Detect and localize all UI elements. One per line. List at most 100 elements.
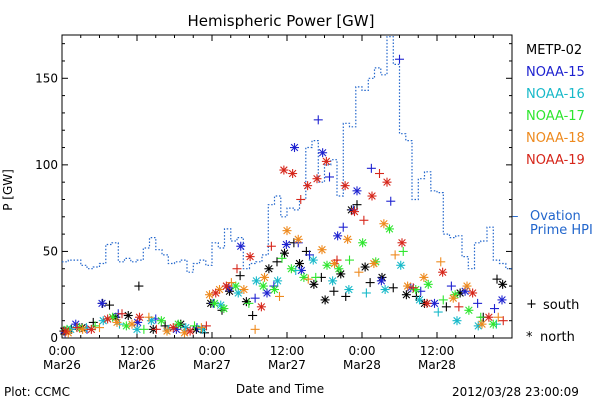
mark-stroke xyxy=(463,282,471,290)
x-tick-time-label: 0:00 xyxy=(49,344,76,358)
mark-stroke xyxy=(222,282,231,290)
data-point-north xyxy=(286,264,296,274)
series-noaa-19 xyxy=(61,156,508,336)
data-point-north xyxy=(303,181,313,191)
data-point-south xyxy=(366,163,376,173)
mark-stroke xyxy=(87,325,96,334)
data-point-south xyxy=(433,307,443,317)
mark-stroke xyxy=(370,259,378,268)
data-point-south xyxy=(311,272,321,282)
mark-stroke xyxy=(225,287,234,296)
data-point-south xyxy=(139,324,149,334)
mark-stroke xyxy=(252,277,261,285)
mark-stroke xyxy=(449,294,458,302)
mark-stroke xyxy=(430,299,439,308)
data-point-north xyxy=(477,319,487,329)
data-point-south xyxy=(196,323,206,333)
data-point-north xyxy=(309,279,319,289)
data-point-south xyxy=(250,324,260,334)
mark-stroke xyxy=(282,240,291,249)
data-point-north xyxy=(367,191,377,201)
data-point-south xyxy=(436,257,446,267)
data-point-north xyxy=(270,285,279,295)
data-point-north xyxy=(350,207,359,217)
legend-noaa-15: NOAA-15 xyxy=(526,65,585,80)
mark-stroke xyxy=(420,273,428,282)
data-point-north xyxy=(484,312,494,322)
data-point-north xyxy=(312,174,322,184)
data-point-south xyxy=(454,302,464,312)
data-point-north xyxy=(273,276,283,286)
data-point-south xyxy=(296,194,306,204)
data-point-north xyxy=(299,272,309,282)
mark-stroke xyxy=(453,316,461,325)
mark-stroke xyxy=(231,282,240,290)
data-point-north xyxy=(328,276,338,286)
mark-stroke xyxy=(465,306,473,315)
data-point-south xyxy=(359,215,369,225)
data-point-north xyxy=(185,326,195,336)
data-point-north xyxy=(221,281,231,291)
data-point-south xyxy=(329,286,339,296)
mark-stroke xyxy=(383,178,391,186)
data-point-north xyxy=(488,319,498,329)
data-point-north xyxy=(279,165,289,175)
data-point-north xyxy=(464,305,474,315)
mark-stroke xyxy=(377,277,386,285)
mark-stroke xyxy=(288,169,297,178)
data-point-north xyxy=(211,288,221,298)
data-point-south xyxy=(313,115,323,125)
data-point-south xyxy=(361,288,371,298)
mark-stroke xyxy=(174,320,183,328)
y-tick-label: 50 xyxy=(43,244,58,258)
data-point-north xyxy=(382,177,392,187)
data-point-north xyxy=(422,298,432,308)
mark-stroke xyxy=(297,266,306,275)
mark-stroke xyxy=(78,325,87,334)
x-tick-date-label: Mar28 xyxy=(418,358,456,372)
mark-stroke xyxy=(343,235,352,244)
mark-stroke xyxy=(303,181,312,190)
data-point-south xyxy=(395,54,404,64)
data-point-south xyxy=(490,304,499,314)
data-point-south xyxy=(134,281,144,291)
data-point-south xyxy=(305,250,314,260)
axes: 0501001500:00Mar2612:00Mar260:00Mar2712:… xyxy=(35,34,513,372)
legend-south-symbol: + xyxy=(526,297,537,312)
data-point-south xyxy=(72,323,82,333)
data-point-north xyxy=(281,240,291,250)
data-point-north xyxy=(320,295,330,305)
data-point-north xyxy=(438,267,448,277)
data-point-north xyxy=(245,252,255,262)
mark-stroke xyxy=(147,316,156,325)
data-point-south xyxy=(272,257,282,267)
data-point-south xyxy=(95,323,104,333)
data-point-north xyxy=(219,304,229,314)
data-point-north xyxy=(233,288,243,298)
mark-stroke xyxy=(236,242,245,250)
data-point-south xyxy=(235,271,245,281)
mark-stroke xyxy=(498,280,507,289)
data-point-north xyxy=(411,285,421,295)
data-point-south xyxy=(386,196,396,206)
mark-stroke xyxy=(98,299,106,308)
data-point-north xyxy=(282,226,292,236)
mark-stroke xyxy=(438,268,447,276)
mark-stroke xyxy=(210,299,219,308)
mark-stroke xyxy=(423,299,431,308)
mark-stroke xyxy=(287,264,296,273)
data-point-south xyxy=(332,255,342,265)
data-point-south xyxy=(190,321,199,331)
data-point-north xyxy=(423,279,433,289)
mark-stroke xyxy=(133,325,141,334)
mark-stroke xyxy=(260,273,269,282)
mark-stroke xyxy=(257,303,266,311)
data-point-south xyxy=(341,291,351,301)
mark-stroke xyxy=(283,226,291,235)
data-point-north xyxy=(97,298,107,308)
data-point-north xyxy=(280,248,289,258)
data-point-south xyxy=(117,309,127,319)
series-noaa-18 xyxy=(63,219,503,338)
mark-stroke xyxy=(485,313,493,321)
